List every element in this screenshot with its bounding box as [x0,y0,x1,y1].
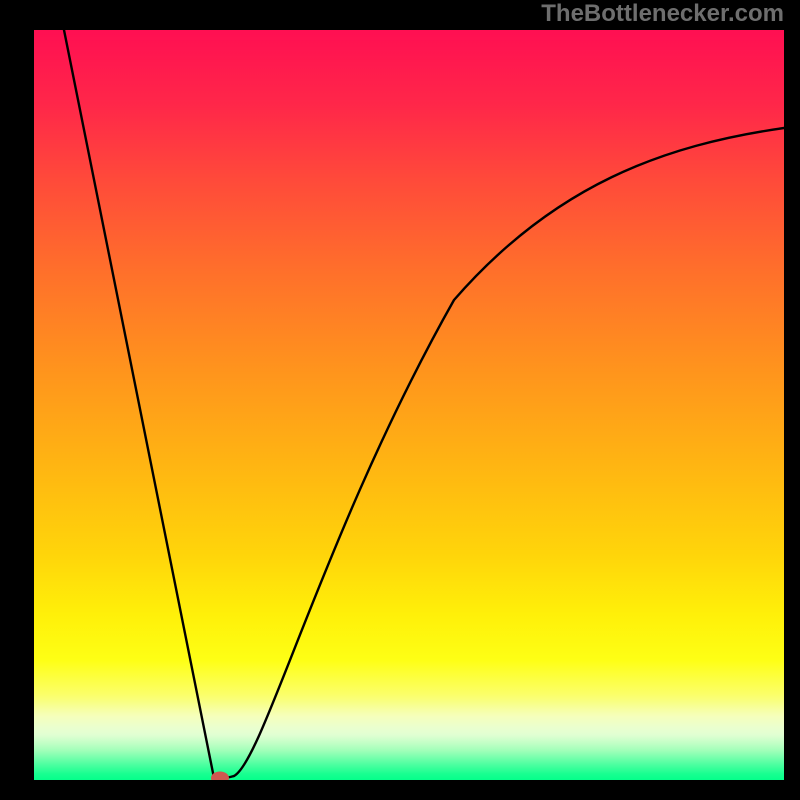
curve-left-branch [64,30,214,778]
curve-right-branch [234,128,784,776]
plot-area [34,30,784,780]
chart-frame: TheBottlenecker.com [0,0,800,800]
bottleneck-curve [34,30,784,780]
optimal-point-marker [211,772,229,781]
watermark-text: TheBottlenecker.com [541,0,784,28]
